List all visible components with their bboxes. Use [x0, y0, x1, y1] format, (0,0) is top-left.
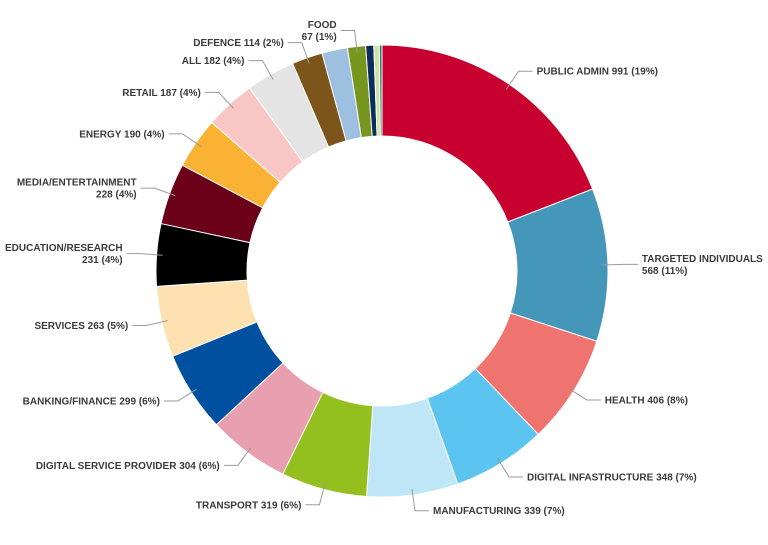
slice-label: ALL 182 (4%)	[182, 56, 245, 67]
slice-label: EDUCATION/RESEARCH	[5, 243, 123, 254]
leader-line	[126, 253, 163, 256]
leader-line	[168, 133, 202, 147]
leader-line	[305, 483, 326, 506]
leader-line	[411, 488, 429, 512]
slice-label: TRANSPORT 319 (6%)	[196, 500, 302, 511]
leader-line	[140, 187, 176, 197]
labels: PUBLIC ADMIN 991 (19%) TARGETED INDIVIDUA…	[5, 20, 763, 517]
slice-label: DIGITAL INFASTRUCTURE 348 (7%)	[527, 472, 697, 483]
slice-label: MANUFACTURING 339 (7%)	[433, 506, 565, 517]
slice-label: ENERGY 190 (4%)	[79, 129, 164, 140]
slices	[155, 44, 609, 498]
slice-label: MEDIA/ENTERTAINMENT	[17, 178, 137, 189]
slice-label: DIGITAL SERVICE PROVIDER 304 (6%)	[36, 461, 220, 472]
slice-label: DEFENCE 114 (2%)	[193, 38, 284, 49]
slice-label: 67 (1%)	[302, 32, 337, 43]
leader-line	[567, 387, 601, 401]
leader-line	[163, 388, 197, 402]
leader-line	[248, 60, 274, 80]
leader-line	[223, 447, 252, 466]
slice-label: TARGETED INDIVIDUALS	[642, 254, 763, 265]
slice[interactable]	[381, 44, 594, 223]
leader-line	[287, 42, 310, 64]
slice-label: HEALTH 406 (8%)	[605, 395, 688, 406]
slice-label: SERVICES 263 (5%)	[34, 321, 128, 332]
slice-label: PUBLIC ADMIN 991 (19%)	[537, 67, 658, 78]
slice-label: 568 (11%)	[642, 266, 688, 277]
slice-label: FOOD	[308, 20, 337, 31]
leader-line	[601, 263, 638, 266]
slice-label: BANKING/FINANCE 299 (6%)	[23, 397, 160, 408]
leader-line	[204, 91, 234, 109]
slice-label: 231 (4%)	[82, 255, 123, 266]
leader-line	[497, 457, 524, 478]
leader-line	[132, 320, 168, 327]
slice-label: RETAIL 187 (4%)	[122, 88, 201, 99]
leader-line	[505, 70, 533, 90]
slice[interactable]	[378, 44, 383, 137]
leader-line	[340, 30, 358, 53]
slice-label: 228 (4%)	[96, 190, 137, 201]
